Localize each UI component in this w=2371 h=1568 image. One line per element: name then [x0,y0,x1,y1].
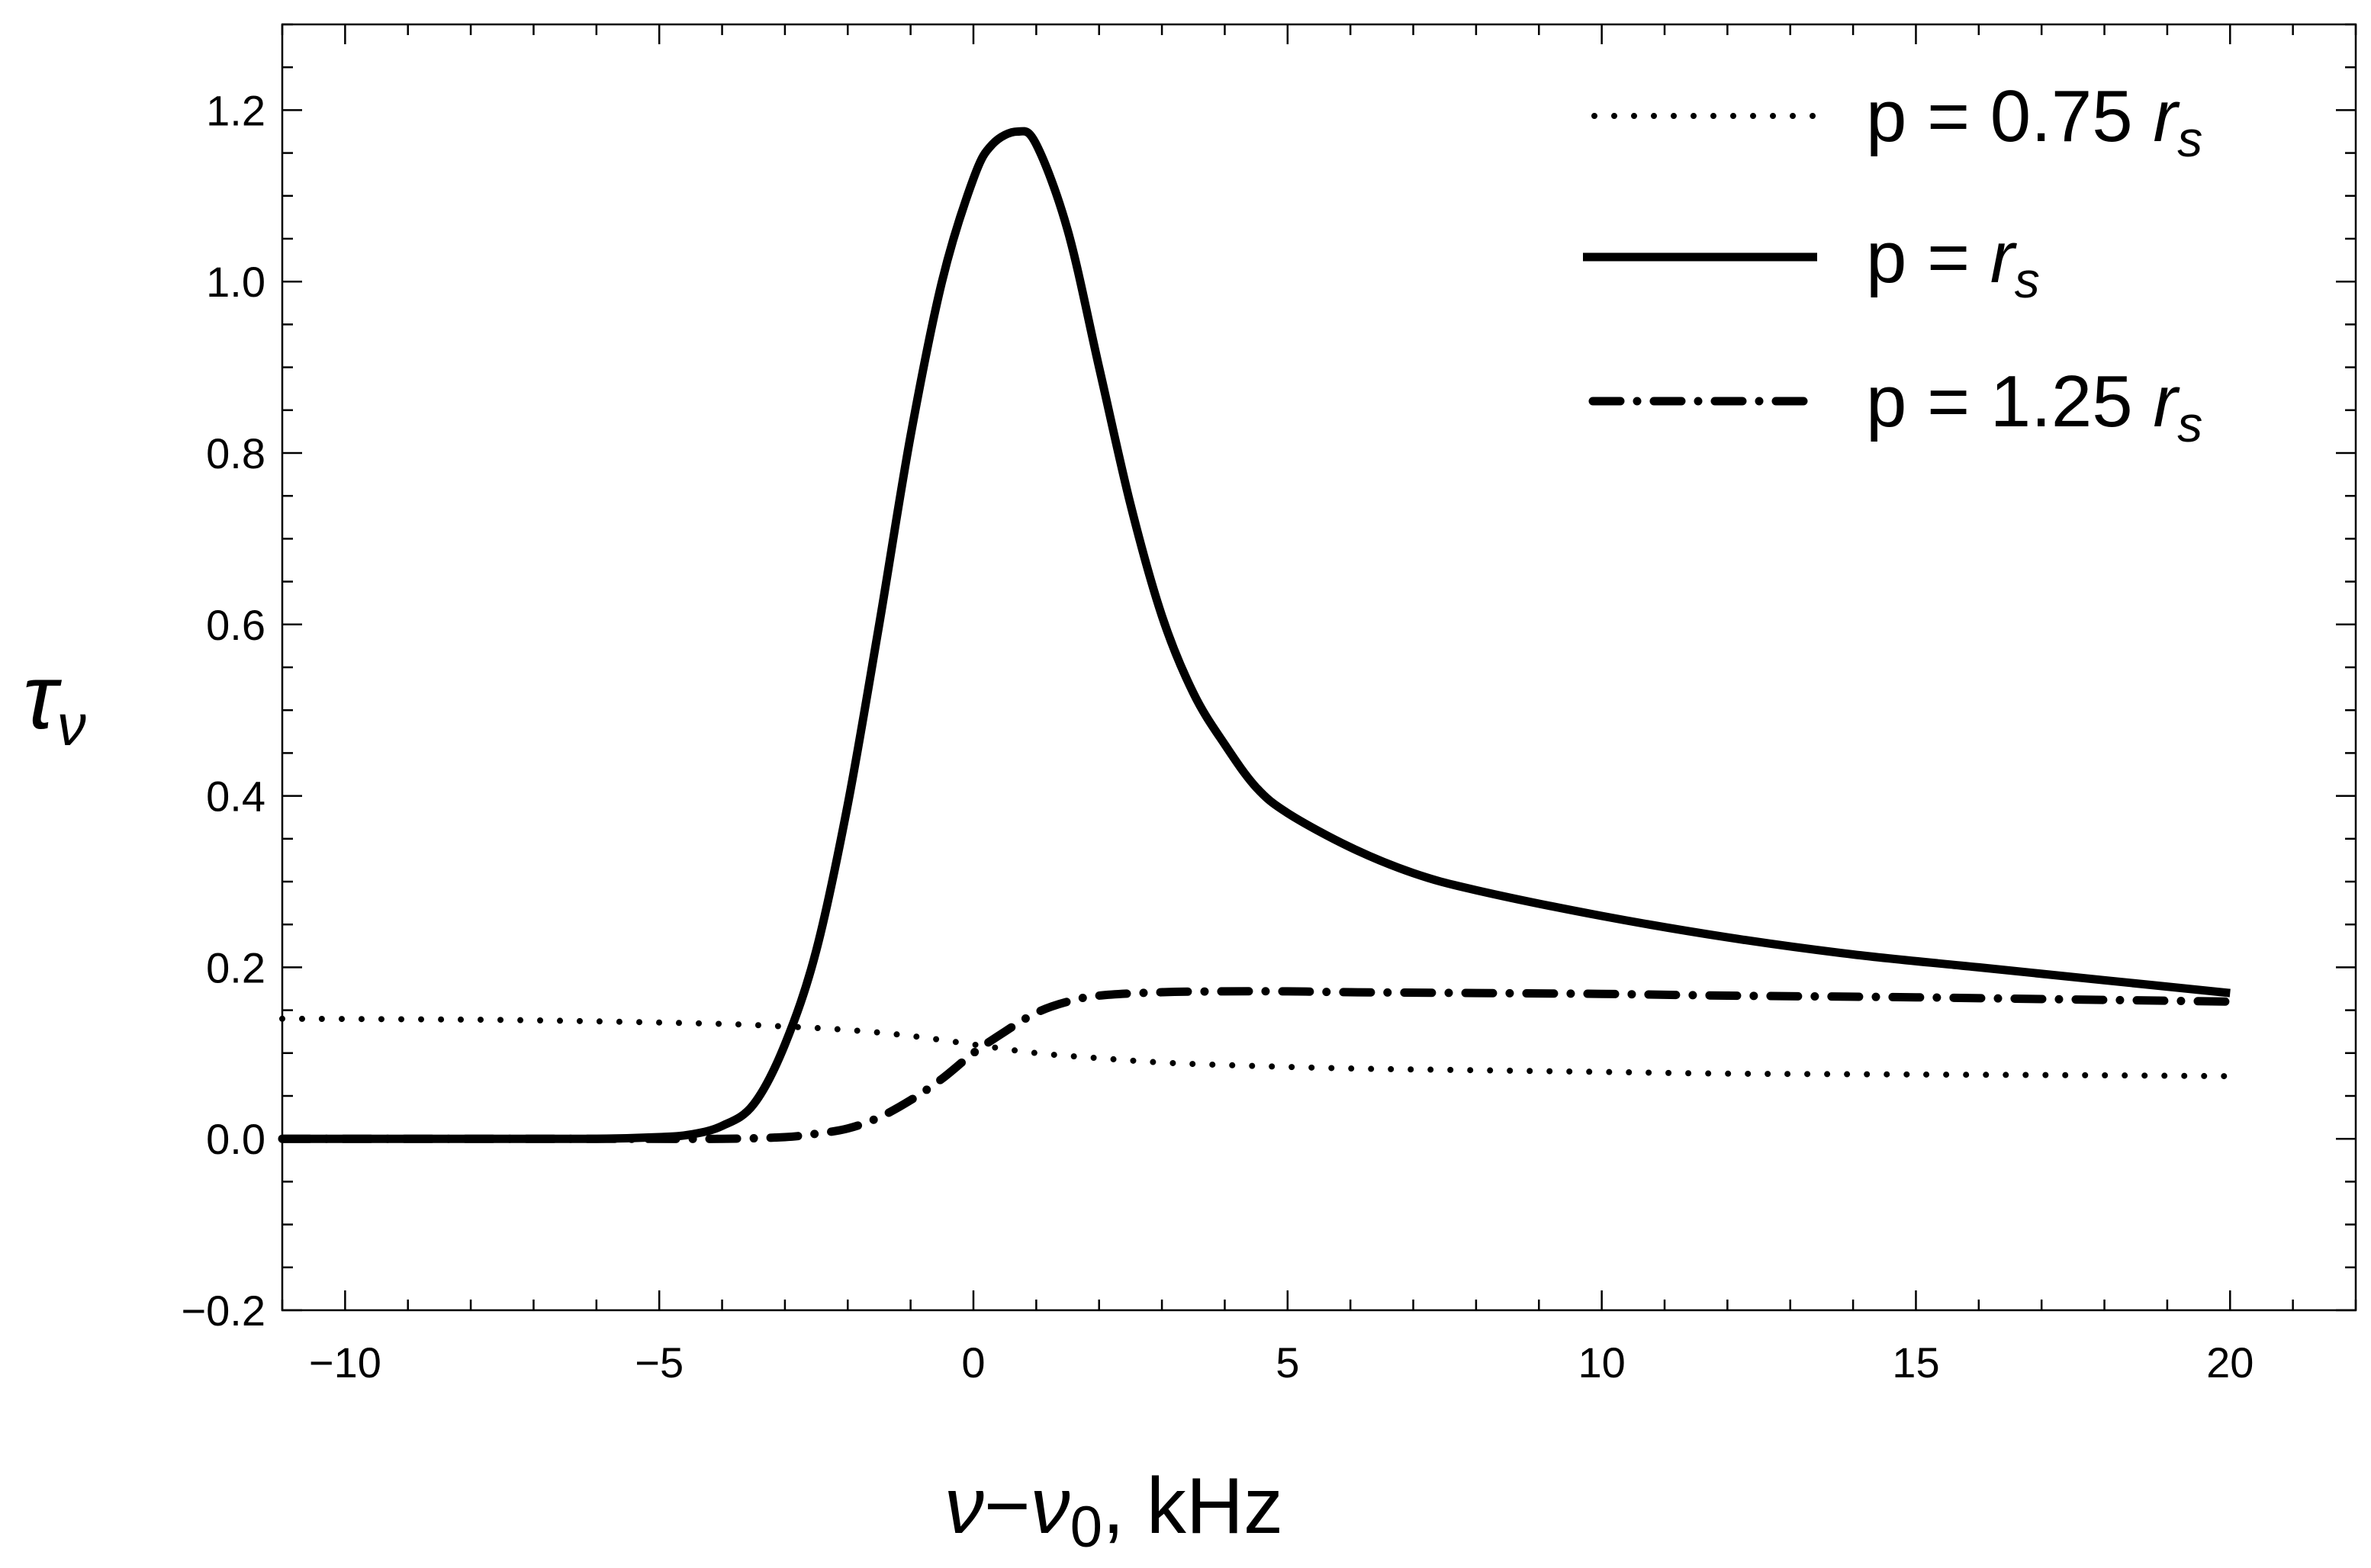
y-tick-label: 0.4 [206,773,265,821]
series-line-p-0.75rs [279,1015,2234,1080]
series-line-p-rs [282,127,2231,1143]
y-tick-label: 0.6 [206,601,265,649]
x-axis-title: ν−ν0, kHz [944,1462,1283,1560]
x-tick-label: 20 [2206,1338,2254,1386]
x-tick-label: −5 [635,1338,684,1386]
x-tick-label: 5 [1276,1338,1299,1386]
y-tick-label: 1.0 [206,258,265,306]
series-line-p-1.25rs [278,987,2234,1143]
y-tick-label: 0.2 [206,943,265,991]
series [278,127,2234,1143]
legend: p = 0.75 rs p = rs p = 1.25 rs [1583,76,2202,452]
x-tick-label: 10 [1578,1338,1625,1386]
legend-entry-p-0.75rs: p = 0.75 rs [1591,76,2202,167]
plot-frame [281,23,2357,1312]
legend-label-p-rs: p = rs [1866,217,2040,308]
x-tick-label: 15 [1892,1338,1939,1386]
y-tick-label: 0.0 [206,1115,265,1163]
axes [281,23,2357,1312]
x-tick-label: 0 [961,1338,985,1386]
legend-entry-p-rs: p = rs [1583,217,2040,308]
x-tick-label: −10 [309,1338,381,1386]
tick-marks [281,23,2357,1312]
legend-label-p-1.25rs: p = 1.25 rs [1866,361,2202,452]
y-tick-label: 1.2 [206,86,265,134]
y-tick-label: −0.2 [181,1287,265,1335]
legend-entry-p-1.25rs: p = 1.25 rs [1588,361,2202,452]
y-axis-title: τν [23,646,86,758]
legend-label-p-0.75rs: p = 0.75 rs [1866,76,2202,167]
tick-labels: −10 −5 0 5 10 15 20 −0.2 0.0 0.2 0.4 0.6 0.8 1.0 1.2 [181,86,2254,1386]
y-tick-label: 0.8 [206,429,265,477]
